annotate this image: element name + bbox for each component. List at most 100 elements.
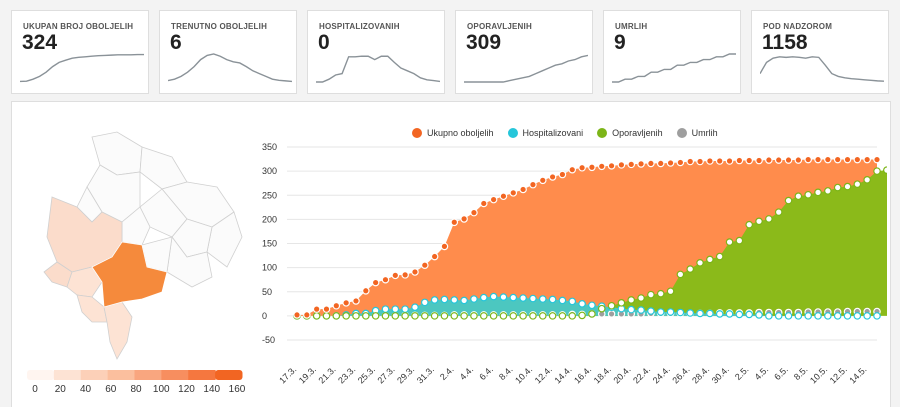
point-hospitalized[interactable] [814, 312, 822, 320]
point-recovered[interactable] [725, 238, 734, 246]
point-total[interactable] [391, 271, 400, 280]
point-recovered[interactable] [784, 196, 793, 205]
point-total[interactable] [499, 192, 508, 201]
point-hospitalized[interactable] [538, 295, 547, 303]
point-total[interactable] [656, 159, 665, 168]
point-hospitalized[interactable] [499, 293, 508, 301]
point-recovered[interactable] [607, 301, 616, 310]
map-region[interactable] [139, 146, 188, 190]
point-hospitalized[interactable] [529, 294, 537, 303]
point-hospitalized[interactable] [853, 312, 862, 320]
point-recovered[interactable] [381, 312, 390, 320]
point-total[interactable] [794, 156, 803, 164]
point-recovered[interactable] [420, 312, 429, 320]
point-total[interactable] [765, 156, 773, 164]
point-total[interactable] [519, 185, 527, 194]
point-recovered[interactable] [519, 312, 527, 320]
point-hospitalized[interactable] [774, 312, 783, 320]
point-recovered[interactable] [804, 190, 812, 199]
point-recovered[interactable] [578, 311, 586, 320]
point-total[interactable] [371, 278, 380, 287]
point-recovered[interactable] [509, 312, 518, 320]
map-region[interactable] [139, 188, 188, 238]
point-total[interactable] [342, 299, 350, 307]
point-hospitalized[interactable] [489, 292, 498, 301]
point-total[interactable] [568, 165, 577, 174]
point-total[interactable] [352, 297, 360, 305]
point-recovered[interactable] [666, 287, 675, 296]
point-total[interactable] [489, 195, 498, 204]
point-total[interactable] [725, 157, 734, 165]
point-total[interactable] [401, 271, 409, 279]
legend-item-deaths[interactable]: Umrlih [676, 126, 718, 140]
point-total[interactable] [617, 161, 626, 169]
point-total[interactable] [676, 158, 685, 167]
point-total[interactable] [578, 163, 586, 172]
point-total[interactable] [440, 242, 449, 251]
point-recovered[interactable] [676, 270, 685, 279]
point-total[interactable] [843, 155, 852, 164]
point-hospitalized[interactable] [765, 312, 773, 320]
point-hospitalized[interactable] [558, 296, 567, 305]
point-total[interactable] [538, 176, 547, 185]
point-recovered[interactable] [558, 312, 567, 320]
point-hospitalized[interactable] [548, 295, 557, 304]
point-hospitalized[interactable] [381, 305, 390, 313]
stat-card-hospitalizovanih[interactable]: HOSPITALIZOVANIH 0 [307, 10, 445, 94]
point-recovered[interactable] [568, 312, 577, 320]
point-hospitalized[interactable] [656, 308, 665, 316]
point-recovered[interactable] [371, 312, 380, 320]
point-hospitalized[interactable] [588, 301, 596, 310]
map-region[interactable] [103, 301, 133, 360]
point-total[interactable] [745, 156, 754, 165]
point-hospitalized[interactable] [430, 296, 439, 304]
legend-item-recov[interactable]: Oporavljenih [597, 126, 663, 140]
point-recovered[interactable] [745, 220, 754, 229]
point-hospitalized[interactable] [715, 310, 724, 318]
point-recovered[interactable] [647, 290, 655, 299]
point-recovered[interactable] [735, 236, 744, 245]
point-recovered[interactable] [637, 294, 645, 302]
point-recovered[interactable] [352, 312, 360, 320]
point-recovered[interactable] [588, 310, 596, 318]
point-recovered[interactable] [411, 312, 419, 320]
point-recovered[interactable] [312, 312, 321, 320]
point-hospitalized[interactable] [479, 293, 488, 302]
point-hospitalized[interactable] [725, 310, 734, 318]
point-total[interactable] [450, 218, 459, 227]
point-hospitalized[interactable] [676, 308, 685, 317]
point-hospitalized[interactable] [843, 312, 852, 320]
point-total[interactable] [607, 162, 616, 170]
point-recovered[interactable] [696, 259, 704, 267]
point-total[interactable] [293, 311, 301, 319]
point-recovered[interactable] [706, 255, 714, 264]
point-total[interactable] [686, 157, 695, 166]
point-total[interactable] [784, 156, 793, 164]
stat-card-trenutno[interactable]: TRENUTNO OBOLJELIH 6 [159, 10, 297, 94]
point-total[interactable] [470, 208, 478, 217]
point-recovered[interactable] [342, 312, 350, 320]
point-total[interactable] [833, 155, 842, 164]
point-recovered[interactable] [686, 265, 695, 273]
point-hospitalized[interactable] [873, 312, 881, 320]
point-total[interactable] [873, 155, 881, 164]
point-total[interactable] [332, 301, 341, 310]
point-hospitalized[interactable] [420, 298, 429, 307]
point-total[interactable] [588, 163, 596, 172]
point-hospitalized[interactable] [666, 308, 675, 316]
point-hospitalized[interactable] [460, 296, 468, 305]
point-recovered[interactable] [450, 312, 459, 320]
point-recovered[interactable] [656, 289, 665, 298]
stat-card-oporavljenih[interactable]: OPORAVLJENIH 309 [455, 10, 593, 94]
point-total[interactable] [548, 173, 557, 181]
point-recovered[interactable] [430, 312, 439, 320]
point-recovered[interactable] [548, 312, 557, 320]
point-total[interactable] [755, 156, 763, 165]
point-hospitalized[interactable] [863, 312, 871, 320]
point-recovered[interactable] [883, 166, 887, 174]
point-total[interactable] [804, 155, 812, 164]
point-hospitalized[interactable] [833, 312, 842, 320]
legend-item-total[interactable]: Ukupno oboljelih [412, 126, 494, 140]
point-recovered[interactable] [529, 312, 537, 320]
point-hospitalized[interactable] [824, 312, 832, 320]
